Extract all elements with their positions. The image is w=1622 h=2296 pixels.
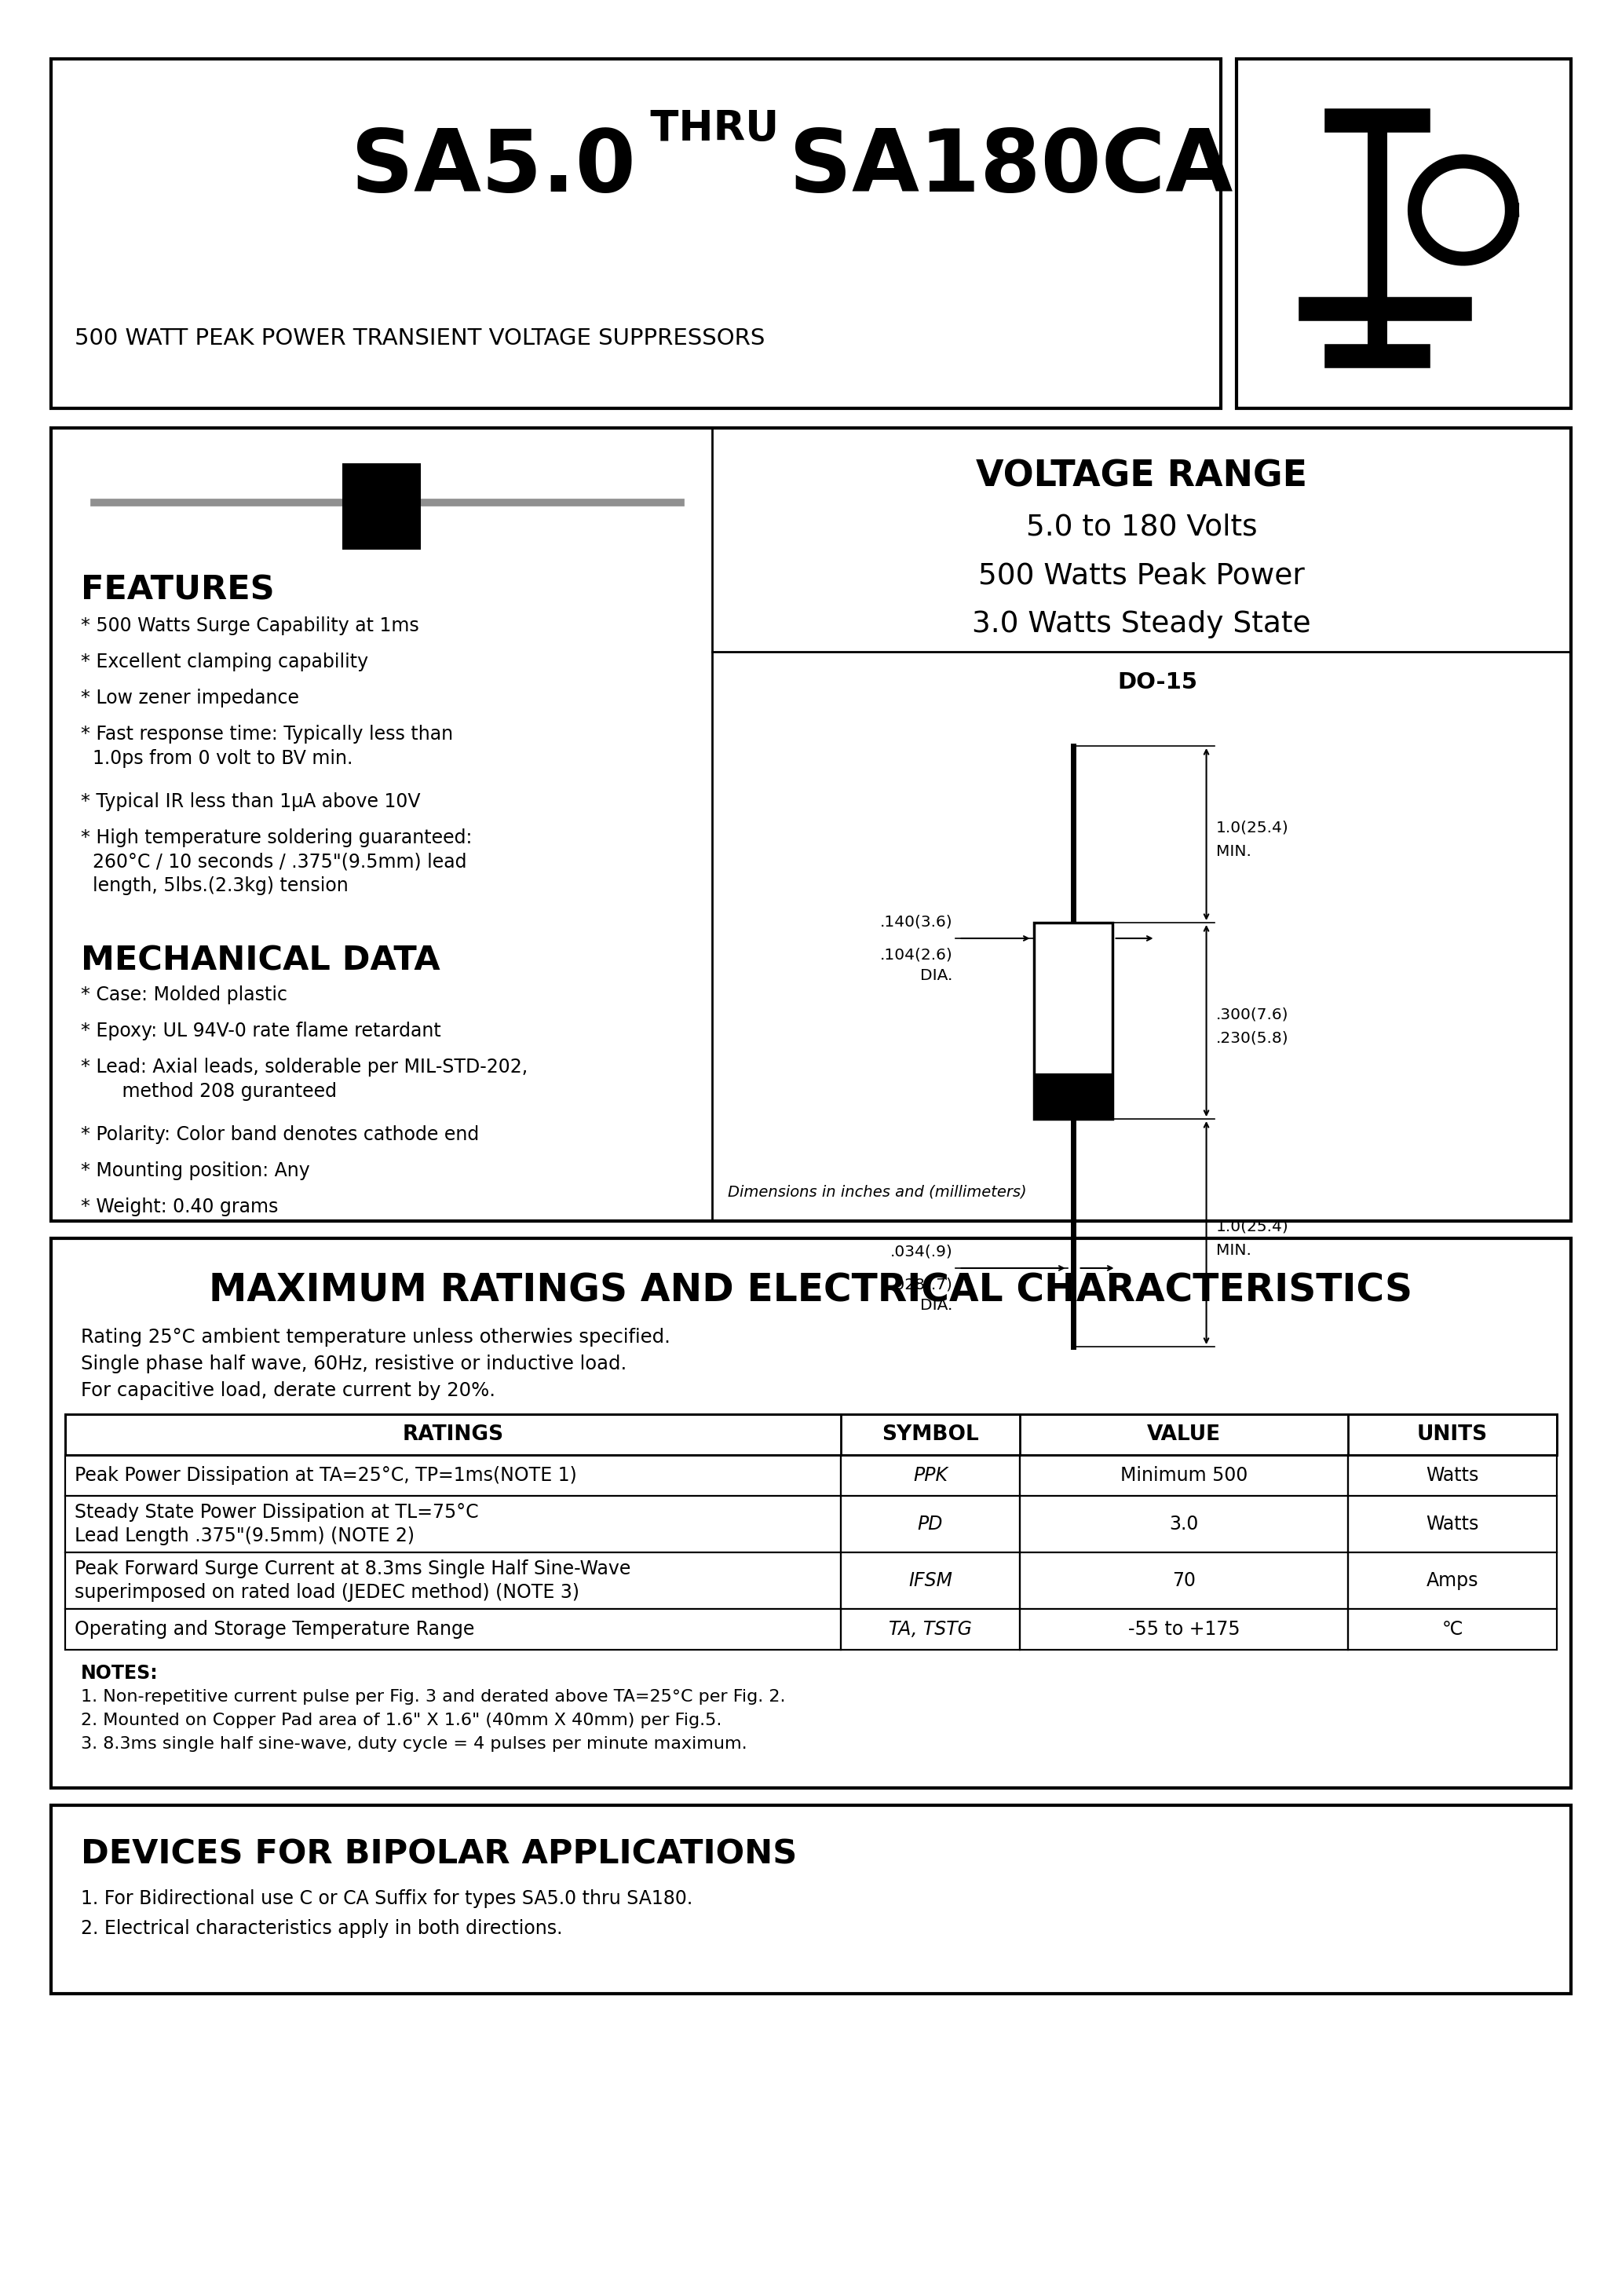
- Text: 500 Watts Peak Power: 500 Watts Peak Power: [978, 563, 1304, 590]
- Text: MAXIMUM RATINGS AND ELECTRICAL CHARACTERISTICS: MAXIMUM RATINGS AND ELECTRICAL CHARACTER…: [209, 1272, 1413, 1309]
- Bar: [65, 1497, 1557, 1552]
- Text: ℃: ℃: [1442, 1621, 1463, 1639]
- Text: 1.0(25.4): 1.0(25.4): [1216, 1219, 1288, 1233]
- Text: 2. Electrical characteristics apply in both directions.: 2. Electrical characteristics apply in b…: [81, 1919, 563, 1938]
- Text: Steady State Power Dissipation at TL=75°C
Lead Length .375"(9.5mm) (NOTE 2): Steady State Power Dissipation at TL=75°…: [75, 1504, 478, 1545]
- Text: PD: PD: [918, 1515, 942, 1534]
- Text: 1. Non-repetitive current pulse per Fig. 3 and derated above TA=25°C per Fig. 2.: 1. Non-repetitive current pulse per Fig.…: [81, 1690, 785, 1704]
- Text: RATINGS: RATINGS: [402, 1424, 504, 1444]
- Text: * Case: Molded plastic: * Case: Molded plastic: [81, 985, 287, 1003]
- Text: FEATURES: FEATURES: [81, 574, 274, 606]
- Bar: [50, 1805, 1572, 1993]
- Text: VOLTAGE RANGE: VOLTAGE RANGE: [976, 459, 1307, 494]
- Text: -55 to +175: -55 to +175: [1127, 1621, 1239, 1639]
- Text: IFSM: IFSM: [908, 1570, 952, 1591]
- Text: Amps: Amps: [1426, 1570, 1479, 1591]
- Text: * Epoxy: UL 94V-0 rate flame retardant: * Epoxy: UL 94V-0 rate flame retardant: [81, 1022, 441, 1040]
- Text: VALUE: VALUE: [1147, 1424, 1221, 1444]
- Bar: [65, 1456, 1557, 1497]
- Bar: [1236, 60, 1572, 409]
- Text: Operating and Storage Temperature Range: Operating and Storage Temperature Range: [75, 1621, 475, 1639]
- Text: MIN.: MIN.: [1216, 1242, 1251, 1258]
- Text: Minimum 500: Minimum 500: [1121, 1467, 1247, 1486]
- Text: DIA.: DIA.: [920, 1297, 952, 1313]
- Text: 5.0 to 180 Volts: 5.0 to 180 Volts: [1027, 512, 1257, 542]
- Bar: [65, 1552, 1557, 1609]
- Bar: [65, 1414, 1557, 1456]
- Text: THRU: THRU: [636, 108, 793, 149]
- Text: For capacitive load, derate current by 20%.: For capacitive load, derate current by 2…: [81, 1382, 495, 1401]
- Text: Dimensions in inches and (millimeters): Dimensions in inches and (millimeters): [728, 1185, 1027, 1199]
- Text: SYMBOL: SYMBOL: [882, 1424, 980, 1444]
- Text: .230(5.8): .230(5.8): [1216, 1031, 1288, 1045]
- Text: 3. 8.3ms single half sine-wave, duty cycle = 4 pulses per minute maximum.: 3. 8.3ms single half sine-wave, duty cyc…: [81, 1736, 748, 1752]
- Text: PPK: PPK: [913, 1467, 947, 1486]
- Text: MIN.: MIN.: [1216, 845, 1251, 859]
- Text: Peak Forward Surge Current at 8.3ms Single Half Sine-Wave
superimposed on rated : Peak Forward Surge Current at 8.3ms Sing…: [75, 1559, 631, 1603]
- Text: DO-15: DO-15: [1118, 670, 1197, 693]
- Text: * High temperature soldering guaranteed:
  260°C / 10 seconds / .375"(9.5mm) lea: * High temperature soldering guaranteed:…: [81, 829, 472, 895]
- Text: 1.0(25.4): 1.0(25.4): [1216, 820, 1288, 836]
- Text: 70: 70: [1173, 1570, 1195, 1591]
- Text: .034(.9): .034(.9): [890, 1244, 952, 1258]
- Bar: [342, 464, 420, 549]
- Text: 3.0: 3.0: [1169, 1515, 1199, 1534]
- Text: * Lead: Axial leads, solderable per MIL-STD-202,
       method 208 guranteed: * Lead: Axial leads, solderable per MIL-…: [81, 1058, 527, 1100]
- Text: TA, TSTG: TA, TSTG: [889, 1621, 972, 1639]
- Text: * Typical IR less than 1μA above 10V: * Typical IR less than 1μA above 10V: [81, 792, 420, 810]
- Text: .300(7.6): .300(7.6): [1216, 1008, 1288, 1022]
- Text: 2. Mounted on Copper Pad area of 1.6" X 1.6" (40mm X 40mm) per Fig.5.: 2. Mounted on Copper Pad area of 1.6" X …: [81, 1713, 722, 1729]
- Text: MECHANICAL DATA: MECHANICAL DATA: [81, 944, 440, 978]
- Text: NOTES:: NOTES:: [81, 1665, 159, 1683]
- Text: Watts: Watts: [1426, 1467, 1479, 1486]
- Text: Single phase half wave, 60Hz, resistive or inductive load.: Single phase half wave, 60Hz, resistive …: [81, 1355, 626, 1373]
- Text: .104(2.6): .104(2.6): [881, 948, 952, 962]
- Text: * Polarity: Color band denotes cathode end: * Polarity: Color band denotes cathode e…: [81, 1125, 478, 1143]
- Bar: [50, 1238, 1572, 1789]
- Text: * Mounting position: Any: * Mounting position: Any: [81, 1162, 310, 1180]
- Text: SA5.0: SA5.0: [350, 126, 636, 209]
- Text: SA180CA: SA180CA: [788, 126, 1233, 209]
- Text: DEVICES FOR BIPOLAR APPLICATIONS: DEVICES FOR BIPOLAR APPLICATIONS: [81, 1839, 796, 1871]
- Text: DIA.: DIA.: [920, 969, 952, 983]
- Text: 1. For Bidirectional use C or CA Suffix for types SA5.0 thru SA180.: 1. For Bidirectional use C or CA Suffix …: [81, 1890, 693, 1908]
- Bar: [65, 1609, 1557, 1651]
- Text: * Excellent clamping capability: * Excellent clamping capability: [81, 652, 368, 670]
- Bar: [50, 60, 1221, 409]
- Bar: [50, 427, 1572, 1221]
- Text: Peak Power Dissipation at TA=25°C, TP=1ms(NOTE 1): Peak Power Dissipation at TA=25°C, TP=1m…: [75, 1467, 577, 1486]
- Text: * Low zener impedance: * Low zener impedance: [81, 689, 298, 707]
- Text: .140(3.6): .140(3.6): [881, 914, 952, 930]
- Text: * Weight: 0.40 grams: * Weight: 0.40 grams: [81, 1199, 279, 1217]
- Text: * Fast response time: Typically less than
  1.0ps from 0 volt to BV min.: * Fast response time: Typically less tha…: [81, 726, 453, 767]
- Text: Rating 25°C ambient temperature unless otherwies specified.: Rating 25°C ambient temperature unless o…: [81, 1327, 670, 1348]
- Text: * 500 Watts Surge Capability at 1ms: * 500 Watts Surge Capability at 1ms: [81, 615, 418, 636]
- Text: 3.0 Watts Steady State: 3.0 Watts Steady State: [972, 611, 1311, 638]
- Text: 500 WATT PEAK POWER TRANSIENT VOLTAGE SUPPRESSORS: 500 WATT PEAK POWER TRANSIENT VOLTAGE SU…: [75, 328, 766, 349]
- Bar: [1033, 1075, 1113, 1118]
- Text: .028(.7): .028(.7): [890, 1277, 952, 1293]
- Bar: [1033, 923, 1113, 1118]
- Text: UNITS: UNITS: [1418, 1424, 1487, 1444]
- Text: Watts: Watts: [1426, 1515, 1479, 1534]
